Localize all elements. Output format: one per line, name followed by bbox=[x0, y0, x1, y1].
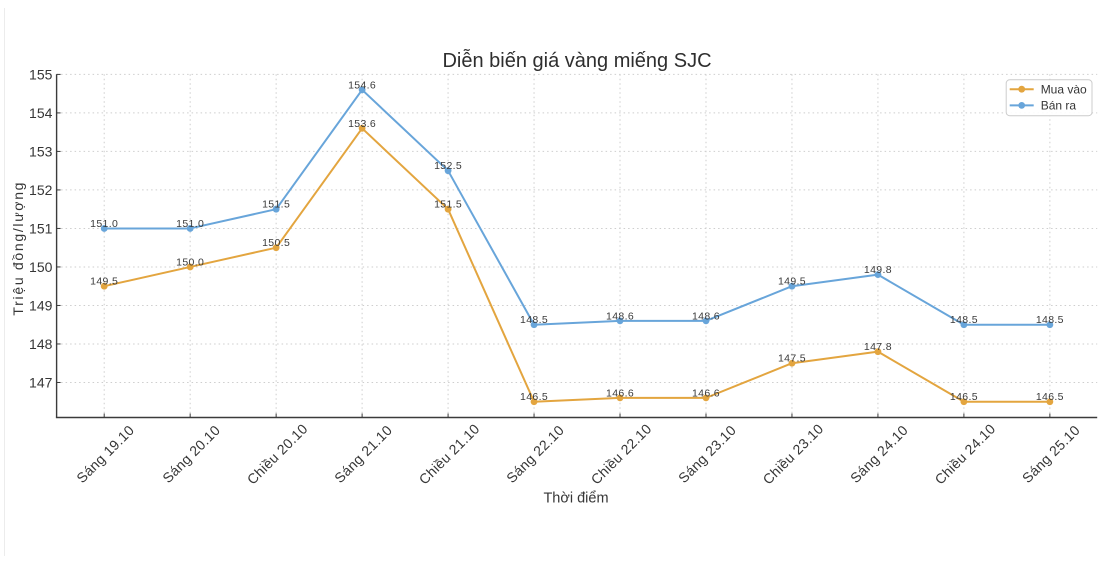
svg-text:151.0: 151.0 bbox=[176, 218, 204, 230]
svg-text:148.5: 148.5 bbox=[1036, 314, 1064, 326]
svg-text:146.5: 146.5 bbox=[520, 391, 548, 403]
svg-text:Thời điểm: Thời điểm bbox=[543, 491, 608, 507]
svg-text:148.6: 148.6 bbox=[692, 310, 720, 322]
svg-text:151.0: 151.0 bbox=[90, 218, 118, 230]
svg-text:150: 150 bbox=[29, 259, 53, 275]
svg-text:148.5: 148.5 bbox=[950, 314, 978, 326]
svg-text:148.6: 148.6 bbox=[606, 310, 634, 322]
svg-text:Triệu đồng/lượng: Triệu đồng/lượng bbox=[10, 181, 26, 316]
svg-text:146.5: 146.5 bbox=[950, 391, 978, 403]
svg-text:154: 154 bbox=[29, 105, 53, 121]
svg-text:155: 155 bbox=[29, 66, 53, 82]
svg-text:Diễn biến giá vàng miếng SJC: Diễn biến giá vàng miếng SJC bbox=[442, 49, 711, 72]
svg-text:151.5: 151.5 bbox=[262, 199, 290, 211]
svg-text:Bán ra: Bán ra bbox=[1041, 99, 1077, 113]
svg-text:147: 147 bbox=[29, 374, 53, 390]
svg-text:148: 148 bbox=[29, 336, 53, 352]
svg-text:146.6: 146.6 bbox=[606, 387, 634, 399]
svg-text:147.5: 147.5 bbox=[778, 353, 806, 365]
svg-text:148.5: 148.5 bbox=[520, 314, 548, 326]
svg-text:152.5: 152.5 bbox=[434, 160, 462, 172]
svg-text:149: 149 bbox=[29, 297, 53, 313]
svg-text:153: 153 bbox=[29, 143, 53, 159]
svg-text:149.5: 149.5 bbox=[778, 276, 806, 288]
svg-text:151.5: 151.5 bbox=[434, 199, 462, 211]
svg-text:149.8: 149.8 bbox=[864, 264, 892, 276]
svg-text:150.5: 150.5 bbox=[262, 237, 290, 249]
svg-text:150.0: 150.0 bbox=[176, 256, 204, 268]
svg-text:146.6: 146.6 bbox=[692, 387, 720, 399]
svg-text:154.6: 154.6 bbox=[348, 79, 376, 91]
svg-text:151: 151 bbox=[29, 220, 53, 236]
svg-text:152: 152 bbox=[29, 182, 53, 198]
svg-text:153.6: 153.6 bbox=[348, 118, 376, 130]
svg-text:Mua vào: Mua vào bbox=[1041, 82, 1087, 96]
svg-text:147.8: 147.8 bbox=[864, 341, 892, 353]
svg-text:149.5: 149.5 bbox=[90, 276, 118, 288]
svg-text:146.5: 146.5 bbox=[1036, 391, 1064, 403]
